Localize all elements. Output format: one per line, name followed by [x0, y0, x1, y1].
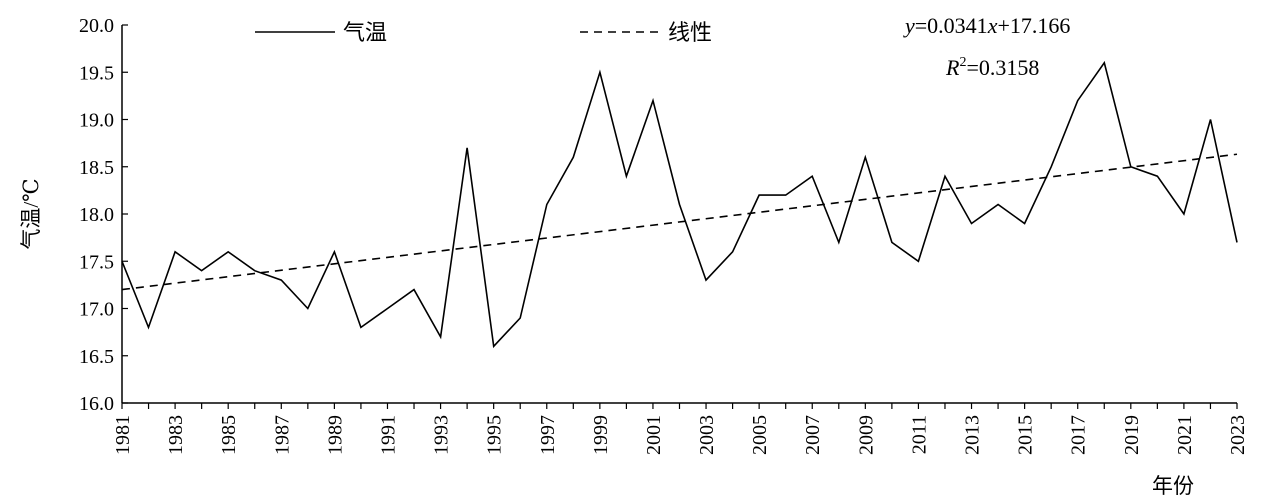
y-tick-label: 18.5: [79, 157, 114, 179]
y-tick-label: 16.5: [79, 346, 114, 368]
x-tick-label: 1993: [431, 415, 453, 455]
x-tick-label: 2015: [1015, 415, 1037, 455]
eq-y: y: [903, 13, 915, 38]
series-line-linear-trend: [121, 153, 1238, 291]
y-tick-label: 17.5: [79, 251, 114, 273]
x-tick-label: 2019: [1121, 415, 1143, 455]
x-tick-label: 1983: [165, 415, 187, 455]
y-tick-label: 20.0: [79, 15, 114, 37]
x-tick-label: 1985: [218, 415, 240, 455]
x-tick-label: 2009: [855, 415, 877, 455]
r2-value: =0.3158: [966, 55, 1039, 80]
x-tick-label: 2007: [802, 415, 824, 455]
x-tick-label: 2011: [908, 415, 930, 454]
x-tick-label: 2005: [749, 415, 771, 455]
x-axis-title: 年份: [1152, 474, 1194, 498]
x-tick-label: 1981: [112, 415, 134, 455]
x-tick-label: 1987: [271, 415, 293, 455]
legend-label-temperature: 气温: [343, 20, 387, 45]
x-tick-label: 1997: [537, 415, 559, 455]
y-tick-label: 19.5: [79, 62, 114, 84]
x-tick-label: 2003: [696, 415, 718, 455]
x-tick-label: 1991: [377, 415, 399, 455]
x-tick-label: 1995: [484, 415, 506, 455]
y-tick-label: 18.0: [79, 204, 114, 226]
y-tick-label: 17.0: [79, 299, 114, 321]
y-tick-label: 19.0: [79, 110, 114, 132]
y-tick-label: 16.0: [79, 393, 114, 415]
x-tick-label: 1999: [590, 415, 612, 455]
x-tick-label: 2013: [962, 415, 984, 455]
x-tick-label: 1989: [324, 415, 346, 455]
x-tick-label: 2017: [1068, 415, 1090, 455]
series-layer: [121, 60, 1238, 349]
eq-x: x: [987, 13, 998, 38]
eq-const: +17.166: [997, 13, 1070, 38]
x-tick-label: 2021: [1174, 415, 1196, 455]
r-squared: R2=0.3158: [945, 55, 1039, 80]
axes: [121, 25, 1237, 404]
y-axis-title: 气温/℃: [19, 178, 43, 249]
trend-equation: y=0.0341x+17.166: [903, 13, 1070, 38]
x-tick-label: 2023: [1227, 415, 1249, 455]
eq-coef: =0.0341: [915, 13, 988, 38]
series-line-temperature: [121, 60, 1238, 349]
ticks: 16.0 16.5 17.0 17.5 18.0 18.5 19.0 19.5 20.0 1981…: [79, 15, 1249, 455]
r2-symbol: R: [945, 55, 960, 80]
legend-label-linear: 线性: [668, 20, 712, 45]
r2-power: 2: [959, 55, 966, 70]
x-tick-label: 2001: [643, 415, 665, 455]
